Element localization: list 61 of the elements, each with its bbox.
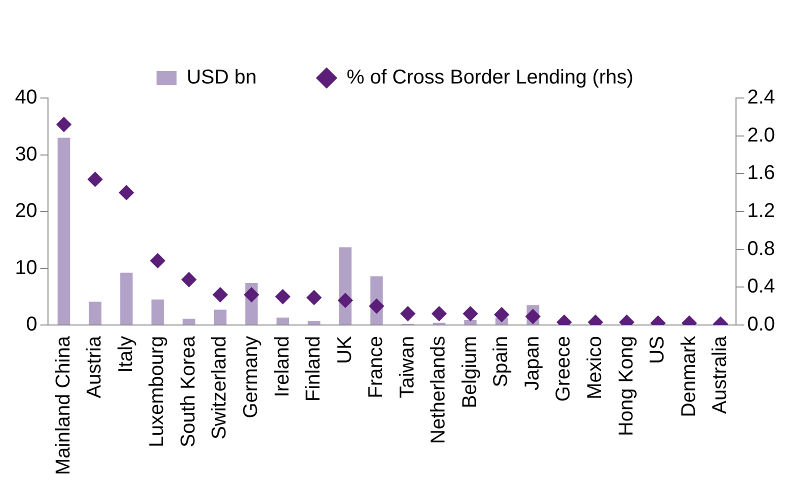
point <box>181 272 196 288</box>
legend-label: USD bn <box>186 66 257 89</box>
x-tick-label: Mexico <box>584 336 606 400</box>
x-tick-label: Switzerland <box>208 336 231 440</box>
y-tick-label: 20 <box>14 200 38 222</box>
point <box>150 253 166 268</box>
x-tick-label: Japan <box>521 336 544 391</box>
x-tick-label: Netherlands <box>428 336 450 444</box>
y2-tick-label: 0.8 <box>747 238 776 260</box>
x-tick-label: Taiwan <box>396 336 418 398</box>
y2-tick-label: 0.0 <box>747 314 776 336</box>
x-tick-label: Denmark <box>678 335 700 418</box>
x-tick-label: Mainland China <box>52 335 74 476</box>
x-tick-label: Austria <box>84 335 106 398</box>
bar <box>88 302 102 325</box>
bar <box>182 318 196 325</box>
bar <box>308 321 320 325</box>
y-tick-label: 30 <box>14 143 38 166</box>
x-tick-label: US <box>646 336 669 364</box>
y2-tick-label: 2.4 <box>747 86 776 109</box>
x-tick-label: Ireland <box>271 336 294 398</box>
point <box>494 307 510 322</box>
bar <box>464 320 477 325</box>
point <box>369 298 384 314</box>
point <box>88 172 103 187</box>
bar <box>120 272 133 325</box>
bar <box>151 299 164 325</box>
x-tick-label: Germany <box>240 336 262 418</box>
x-tick-label: Greece <box>552 336 575 402</box>
point <box>244 287 260 302</box>
point <box>432 306 447 322</box>
bar <box>58 138 70 325</box>
legend-label: % of Cross Border Lending (rhs) <box>346 66 634 89</box>
x-tick-label: Luxembourg <box>146 336 168 448</box>
x-tick-label: South Korea <box>177 335 200 448</box>
point <box>275 289 290 304</box>
x-tick-label: France <box>365 336 388 398</box>
y-tick-label: 40 <box>14 86 38 109</box>
bar <box>214 310 226 325</box>
x-tick-label: Belgium <box>458 336 481 408</box>
x-tick-label: Hong Kong <box>615 336 638 436</box>
point <box>306 290 322 306</box>
y2-tick-label: 2.0 <box>747 124 776 146</box>
y-tick-label: 0 <box>26 314 38 336</box>
x-tick-label: UK <box>334 335 356 364</box>
point <box>118 185 134 200</box>
point <box>400 306 416 322</box>
y2-tick-label: 0.4 <box>747 276 776 298</box>
y-tick-label: 10 <box>14 256 38 279</box>
point <box>212 287 228 302</box>
x-tick-label: Australia <box>709 335 732 414</box>
point <box>462 306 478 322</box>
y2-tick-label: 1.2 <box>747 200 776 222</box>
point <box>525 309 540 324</box>
point <box>56 116 72 132</box>
x-tick-label: Italy <box>114 336 137 373</box>
y2-tick-label: 1.6 <box>747 162 776 184</box>
x-tick-label: Finland <box>302 336 325 402</box>
bar <box>276 318 290 325</box>
point <box>338 292 353 308</box>
x-tick-label: Spain <box>490 336 512 388</box>
